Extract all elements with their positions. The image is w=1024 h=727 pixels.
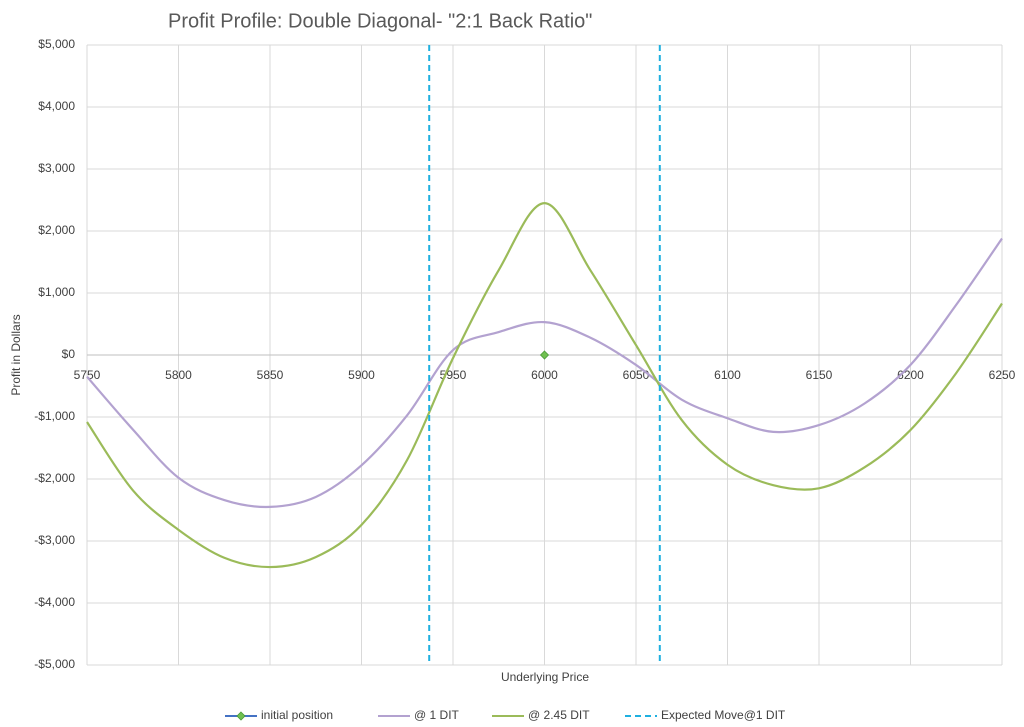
y-tick-label: $1,000 <box>38 285 75 299</box>
y-tick-label: $5,000 <box>38 37 75 51</box>
y-tick-label: $3,000 <box>38 161 75 175</box>
x-tick-label: 6150 <box>806 368 833 382</box>
y-axis-label: Profit in Dollars <box>9 314 23 395</box>
y-tick-label: -$1,000 <box>34 409 75 423</box>
y-tick-label: $2,000 <box>38 223 75 237</box>
marker <box>539 350 550 360</box>
line <box>86 237 1003 509</box>
x-tick-label: 5900 <box>348 368 375 382</box>
y-tick-label: -$4,000 <box>34 595 75 609</box>
legend-marker <box>236 711 246 721</box>
x-tick-label: 6000 <box>531 368 558 382</box>
x-tick-label: 6050 <box>623 368 650 382</box>
y-tick-label: -$3,000 <box>34 533 75 547</box>
x-axis-label: Underlying Price <box>501 670 589 684</box>
x-tick-label: 6100 <box>714 368 741 382</box>
legend-label: Expected Move@1 DIT <box>661 708 786 722</box>
legend-label: initial position <box>261 708 333 722</box>
x-tick-label: 5800 <box>165 368 192 382</box>
chart-title: Profit Profile: Double Diagonal- "2:1 Ba… <box>168 10 592 32</box>
x-tick-label: 6250 <box>989 368 1016 382</box>
legend-label: @ 2.45 DIT <box>528 708 590 722</box>
y-tick-label: $4,000 <box>38 99 75 113</box>
x-tick-label: 5750 <box>74 368 101 382</box>
line <box>86 201 1003 569</box>
legend-label: @ 1 DIT <box>414 708 460 722</box>
x-tick-label: 5850 <box>257 368 284 382</box>
y-tick-label: -$2,000 <box>34 471 75 485</box>
y-tick-label: -$5,000 <box>34 657 75 671</box>
y-tick-label: $0 <box>62 347 76 361</box>
